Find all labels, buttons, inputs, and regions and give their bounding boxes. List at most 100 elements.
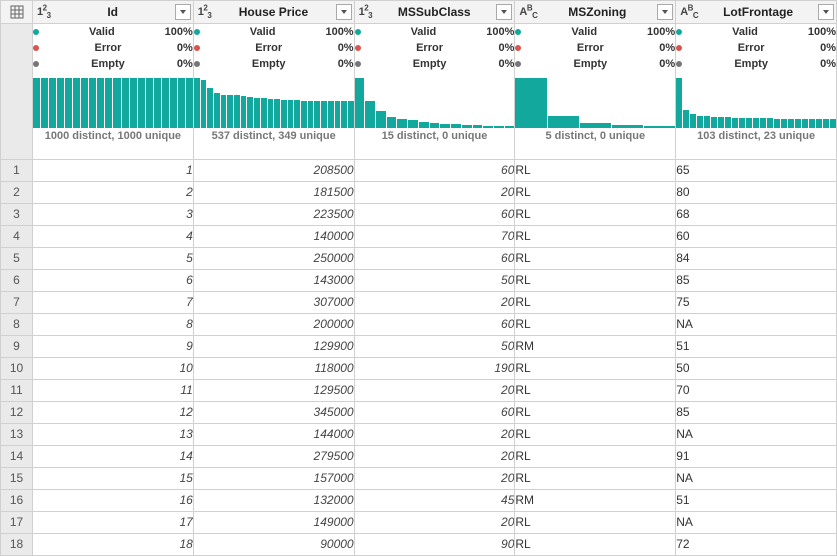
- cell-Id[interactable]: 7: [33, 292, 194, 314]
- cell-HousePrice[interactable]: 307000: [193, 292, 354, 314]
- cell-MSZoning[interactable]: RL: [515, 402, 676, 424]
- row-number[interactable]: 13: [1, 424, 33, 446]
- cell-Id[interactable]: 12: [33, 402, 194, 424]
- cell-Id[interactable]: 9: [33, 336, 194, 358]
- column-header-MSSubClass[interactable]: 123MSSubClass: [354, 1, 515, 24]
- cell-Id[interactable]: 14: [33, 446, 194, 468]
- cell-LotFrontage[interactable]: 70: [676, 380, 837, 402]
- cell-LotFrontage[interactable]: 91: [676, 446, 837, 468]
- row-number[interactable]: 10: [1, 358, 33, 380]
- table-row[interactable]: 7730700020RL75: [1, 292, 837, 314]
- cell-MSZoning[interactable]: RL: [515, 512, 676, 534]
- cell-MSZoning[interactable]: RL: [515, 358, 676, 380]
- cell-MSSubClass[interactable]: 20: [354, 292, 515, 314]
- cell-Id[interactable]: 18: [33, 534, 194, 556]
- cell-MSSubClass[interactable]: 20: [354, 424, 515, 446]
- cell-LotFrontage[interactable]: 85: [676, 402, 837, 424]
- cell-Id[interactable]: 15: [33, 468, 194, 490]
- table-row[interactable]: 2218150020RL80: [1, 182, 837, 204]
- cell-MSSubClass[interactable]: 90: [354, 534, 515, 556]
- row-number[interactable]: 1: [1, 160, 33, 182]
- cell-Id[interactable]: 17: [33, 512, 194, 534]
- cell-LotFrontage[interactable]: NA: [676, 468, 837, 490]
- cell-MSZoning[interactable]: RL: [515, 534, 676, 556]
- column-filter-button[interactable]: [496, 4, 512, 20]
- cell-MSSubClass[interactable]: 190: [354, 358, 515, 380]
- row-number[interactable]: 6: [1, 270, 33, 292]
- row-number[interactable]: 16: [1, 490, 33, 512]
- cell-LotFrontage[interactable]: NA: [676, 512, 837, 534]
- cell-HousePrice[interactable]: 129900: [193, 336, 354, 358]
- cell-LotFrontage[interactable]: 84: [676, 248, 837, 270]
- cell-Id[interactable]: 16: [33, 490, 194, 512]
- table-row[interactable]: 121234500060RL85: [1, 402, 837, 424]
- cell-MSZoning[interactable]: RM: [515, 490, 676, 512]
- cell-HousePrice[interactable]: 250000: [193, 248, 354, 270]
- table-row[interactable]: 1120850060RL65: [1, 160, 837, 182]
- cell-MSZoning[interactable]: RL: [515, 204, 676, 226]
- row-number[interactable]: 11: [1, 380, 33, 402]
- cell-MSZoning[interactable]: RL: [515, 446, 676, 468]
- cell-MSSubClass[interactable]: 20: [354, 512, 515, 534]
- row-number[interactable]: 12: [1, 402, 33, 424]
- cell-MSSubClass[interactable]: 60: [354, 248, 515, 270]
- cell-LotFrontage[interactable]: 80: [676, 182, 837, 204]
- cell-MSZoning[interactable]: RL: [515, 424, 676, 446]
- cell-MSSubClass[interactable]: 20: [354, 468, 515, 490]
- cell-LotFrontage[interactable]: 65: [676, 160, 837, 182]
- cell-MSZoning[interactable]: RL: [515, 248, 676, 270]
- row-number[interactable]: 4: [1, 226, 33, 248]
- row-number[interactable]: 17: [1, 512, 33, 534]
- row-number[interactable]: 3: [1, 204, 33, 226]
- table-row[interactable]: 131314400020RLNA: [1, 424, 837, 446]
- cell-HousePrice[interactable]: 140000: [193, 226, 354, 248]
- cell-MSSubClass[interactable]: 60: [354, 402, 515, 424]
- cell-HousePrice[interactable]: 118000: [193, 358, 354, 380]
- table-row[interactable]: 111112950020RL70: [1, 380, 837, 402]
- column-filter-button[interactable]: [175, 4, 191, 20]
- cell-MSSubClass[interactable]: 60: [354, 160, 515, 182]
- select-all-cell[interactable]: [1, 1, 33, 24]
- table-row[interactable]: 1010118000190RL50: [1, 358, 837, 380]
- cell-MSSubClass[interactable]: 20: [354, 380, 515, 402]
- cell-HousePrice[interactable]: 143000: [193, 270, 354, 292]
- cell-MSZoning[interactable]: RL: [515, 468, 676, 490]
- column-header-Id[interactable]: 123Id: [33, 1, 194, 24]
- table-row[interactable]: 9912990050RM51: [1, 336, 837, 358]
- table-row[interactable]: 8820000060RLNA: [1, 314, 837, 336]
- cell-Id[interactable]: 3: [33, 204, 194, 226]
- row-number[interactable]: 2: [1, 182, 33, 204]
- cell-MSZoning[interactable]: RL: [515, 182, 676, 204]
- cell-HousePrice[interactable]: 279500: [193, 446, 354, 468]
- cell-Id[interactable]: 2: [33, 182, 194, 204]
- cell-LotFrontage[interactable]: 50: [676, 358, 837, 380]
- table-row[interactable]: 161613200045RM51: [1, 490, 837, 512]
- column-filter-button[interactable]: [818, 4, 834, 20]
- column-header-HousePrice[interactable]: 123House Price: [193, 1, 354, 24]
- cell-Id[interactable]: 8: [33, 314, 194, 336]
- table-row[interactable]: 3322350060RL68: [1, 204, 837, 226]
- cell-MSSubClass[interactable]: 20: [354, 446, 515, 468]
- column-filter-button[interactable]: [657, 4, 673, 20]
- cell-HousePrice[interactable]: 144000: [193, 424, 354, 446]
- table-row[interactable]: 4414000070RL60: [1, 226, 837, 248]
- cell-LotFrontage[interactable]: NA: [676, 314, 837, 336]
- cell-LotFrontage[interactable]: NA: [676, 424, 837, 446]
- row-number[interactable]: 15: [1, 468, 33, 490]
- row-number[interactable]: 18: [1, 534, 33, 556]
- cell-HousePrice[interactable]: 208500: [193, 160, 354, 182]
- cell-LotFrontage[interactable]: 85: [676, 270, 837, 292]
- cell-MSZoning[interactable]: RL: [515, 292, 676, 314]
- cell-HousePrice[interactable]: 129500: [193, 380, 354, 402]
- cell-HousePrice[interactable]: 345000: [193, 402, 354, 424]
- cell-LotFrontage[interactable]: 60: [676, 226, 837, 248]
- column-header-LotFrontage[interactable]: ABCLotFrontage: [676, 1, 837, 24]
- row-number[interactable]: 5: [1, 248, 33, 270]
- cell-MSZoning[interactable]: RL: [515, 314, 676, 336]
- cell-MSZoning[interactable]: RL: [515, 380, 676, 402]
- row-number[interactable]: 7: [1, 292, 33, 314]
- row-number[interactable]: 8: [1, 314, 33, 336]
- cell-Id[interactable]: 11: [33, 380, 194, 402]
- cell-MSSubClass[interactable]: 70: [354, 226, 515, 248]
- table-row[interactable]: 141427950020RL91: [1, 446, 837, 468]
